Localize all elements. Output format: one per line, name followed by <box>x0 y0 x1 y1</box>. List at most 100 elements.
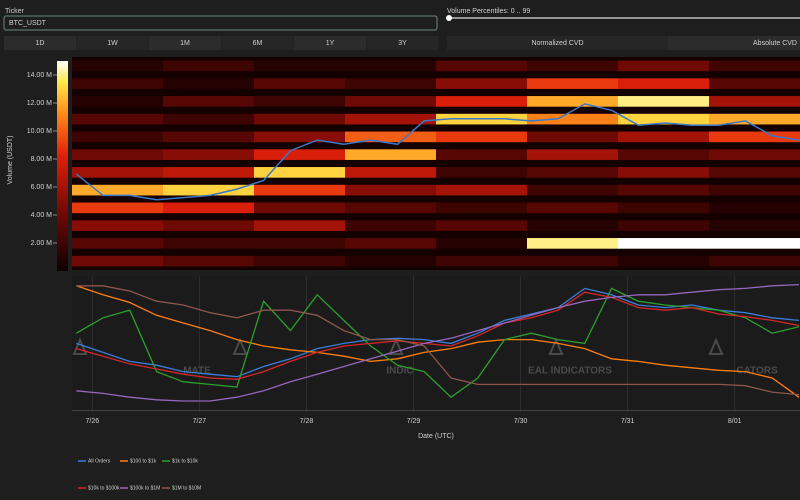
heatmap-cell <box>436 255 528 267</box>
heatmap-cell <box>72 255 164 267</box>
watermark-icons <box>72 337 724 355</box>
legend-label: All Orders <box>88 458 111 464</box>
range-button-label: 1D <box>36 40 45 47</box>
percentiles-label: Volume Percentiles: 0 .. 99 <box>447 8 530 15</box>
heatmap-cell <box>709 60 800 72</box>
mode-button[interactable] <box>447 36 668 50</box>
range-button[interactable] <box>294 36 366 50</box>
heatmap-cell <box>254 202 346 214</box>
legend-label: $1M to $10M <box>172 485 201 491</box>
heatmap-cell <box>709 113 800 125</box>
colorbar-tick-label: 6.00 M <box>31 184 53 191</box>
x-tick-label: 7/30 <box>514 418 528 425</box>
range-button[interactable] <box>4 36 76 50</box>
colorbar-title: Volume (USDT) <box>7 135 14 184</box>
heatmap-cell <box>163 167 255 178</box>
colorbar-tick-label: 14.00 M <box>27 72 52 79</box>
price-line <box>75 103 800 201</box>
heatmap-cell <box>163 238 255 249</box>
heatmap-cell <box>163 78 255 89</box>
x-tick-label: 7/29 <box>407 418 421 425</box>
heatmap-cell <box>72 202 164 214</box>
x-tick-label: 7/28 <box>300 418 314 425</box>
heatmap-cell <box>163 202 255 214</box>
heatmap-cell <box>436 184 528 196</box>
heatmap-cell <box>345 78 437 89</box>
heatmap-cell <box>527 255 619 267</box>
heatmap-cell <box>527 184 619 196</box>
mode-button-label: Absolute CVD <box>753 40 797 47</box>
heatmap-cell <box>345 149 437 160</box>
heatmap-cell <box>163 131 255 143</box>
heatmap-cell <box>163 113 255 125</box>
heatmap-cell <box>527 78 619 89</box>
heatmap-cell <box>254 78 346 89</box>
heatmap-cell <box>254 131 346 143</box>
heatmap-cell <box>436 167 528 178</box>
heatmap-cell <box>709 255 800 267</box>
range-button[interactable] <box>149 36 221 50</box>
heatmap-cell <box>72 60 164 72</box>
heatmap-cell <box>709 149 800 160</box>
heatmap-cell <box>436 78 528 89</box>
range-button-label: 3Y <box>398 40 407 47</box>
heatmap-cell <box>709 96 800 107</box>
range-button-label: 6M <box>253 40 263 47</box>
watermark: INDIC <box>386 366 413 377</box>
heatmap-cell <box>618 78 710 89</box>
heatmap-cell <box>618 255 710 267</box>
heatmap-cell <box>163 220 255 231</box>
slider-handle[interactable] <box>446 15 452 21</box>
colorbar-tick-label: 12.00 M <box>27 100 52 107</box>
x-axis-title: Date (UTC) <box>418 433 454 440</box>
heatmap-cell <box>163 149 255 160</box>
ticker-input[interactable] <box>3 15 438 31</box>
colorbar-tick-label: 10.00 M <box>27 128 52 135</box>
range-button[interactable] <box>221 36 294 50</box>
heatmap-cell <box>436 96 528 107</box>
heatmap-cell <box>345 60 437 72</box>
x-tick-label: 7/27 <box>193 418 207 425</box>
range-button-label: 1Y <box>326 40 335 47</box>
heatmap-cell <box>618 113 710 125</box>
cvd-line <box>76 283 799 402</box>
heatmap-cell <box>527 113 619 125</box>
colorbar-tick-label: 4.00 M <box>31 212 53 219</box>
heatmap-cell <box>527 238 619 249</box>
legend-label: $100k to $1M <box>130 485 160 491</box>
heatmap-cell <box>254 96 346 107</box>
heatmap-cell <box>72 184 164 196</box>
legend-label: $10k to $100k <box>88 485 120 491</box>
x-tick-label: 7/26 <box>86 418 100 425</box>
heatmap-cell <box>345 255 437 267</box>
heatmap-cell <box>709 202 800 214</box>
heatmap-cell <box>163 60 255 72</box>
heatmap-cell <box>527 131 619 143</box>
mode-button[interactable] <box>668 36 800 50</box>
ticker-label: Ticker <box>5 8 24 15</box>
range-button[interactable] <box>76 36 149 50</box>
heatmap-area <box>72 57 800 270</box>
legend-label: $1k to $10k <box>172 458 198 464</box>
heatmap-cell <box>527 60 619 72</box>
heatmap-cell <box>436 220 528 231</box>
heatmap-cell <box>709 184 800 196</box>
heatmap-cell <box>436 60 528 72</box>
watermark: CATORS <box>736 366 778 377</box>
heatmap-cell <box>618 96 710 107</box>
heatmap-cell <box>527 96 619 107</box>
heatmap-cell <box>163 96 255 107</box>
cvd-line <box>76 291 800 380</box>
range-button[interactable] <box>366 36 439 50</box>
heatmap-cell <box>345 96 437 107</box>
heatmap-cell <box>709 167 800 178</box>
heatmap-cell <box>72 167 164 178</box>
heatmap-cell <box>618 149 710 160</box>
cvd-line <box>76 285 799 396</box>
heatmap-cell <box>618 202 710 214</box>
heatmap-cell <box>254 113 346 125</box>
heatmap-cell <box>72 113 164 125</box>
heatmap-cell <box>618 238 710 249</box>
heatmap-cell <box>72 149 164 160</box>
